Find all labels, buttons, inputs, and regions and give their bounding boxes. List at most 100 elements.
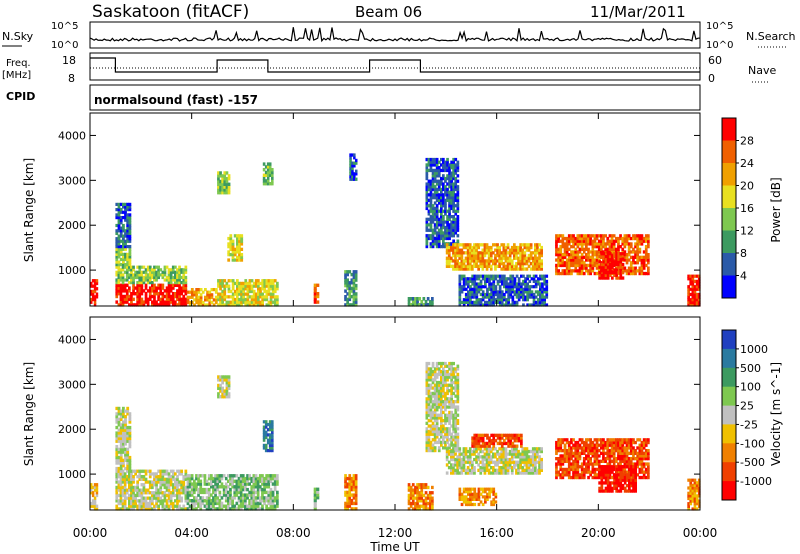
echo-cell (239, 474, 243, 478)
echo-cell (130, 493, 133, 498)
echo-cell (140, 504, 144, 508)
echo-cell (146, 507, 150, 511)
echo-cell (625, 234, 629, 238)
echo-cell (117, 213, 121, 217)
echo-cell (348, 490, 352, 495)
echo-cell (153, 278, 156, 282)
echo-cell (477, 441, 481, 446)
echo-cell (611, 260, 614, 264)
echo-cell (117, 265, 121, 269)
echo-cell (445, 264, 449, 268)
echo-cell (471, 282, 474, 286)
echo-cell (619, 245, 622, 249)
echo-cell (574, 258, 578, 262)
echo-cell (481, 468, 485, 472)
echo-cell (502, 243, 506, 247)
echo-cell (148, 469, 152, 473)
echo-cell (481, 463, 485, 467)
echo-cell (128, 412, 132, 416)
echo-cell (446, 220, 449, 224)
echo-cell (269, 281, 273, 286)
echo-cell (458, 262, 462, 266)
echo-cell (444, 413, 447, 417)
echo-cell (519, 248, 522, 252)
echo-cell (265, 284, 269, 288)
echo-cell (188, 474, 192, 478)
echo-cell (492, 287, 496, 291)
echo-cell (273, 479, 277, 483)
echo-cell (261, 496, 264, 500)
echo-cell (165, 294, 169, 299)
echo-cell (435, 171, 439, 175)
echo-cell (248, 499, 251, 503)
echo-cell (502, 245, 506, 250)
echo-cell (454, 400, 458, 404)
echo-cell (263, 479, 266, 483)
echo-cell (484, 279, 487, 283)
echo-cell (517, 251, 520, 255)
echo-cell (619, 254, 623, 259)
echo-cell (128, 504, 131, 508)
echo-cell (271, 425, 274, 429)
echo-cell (264, 425, 268, 429)
echo-cell (409, 297, 413, 301)
echo-cell (536, 460, 539, 464)
echo-cell (536, 243, 539, 247)
echo-cell (352, 283, 356, 288)
echo-cell (252, 487, 256, 492)
echo-cell (155, 278, 158, 282)
echo-cell (354, 507, 358, 511)
echo-cell (354, 272, 358, 277)
echo-cell (574, 269, 578, 273)
echo-cell (627, 253, 631, 257)
echo-cell (570, 263, 573, 268)
echo-cell (555, 266, 558, 270)
echo-cell (416, 483, 419, 487)
echo-cell (591, 263, 595, 268)
echo-cell (525, 455, 529, 459)
echo-cell (494, 277, 498, 281)
echo-cell (229, 499, 232, 503)
echo-cell (454, 157, 458, 162)
echo-cell (534, 468, 537, 472)
echo-cell (167, 268, 171, 272)
echo-cell (508, 463, 512, 467)
echo-cell (265, 303, 269, 307)
echo-cell (450, 397, 453, 401)
echo-cell (176, 270, 179, 274)
echo-cell (623, 266, 627, 270)
echo-cell (182, 268, 186, 272)
echo-cell (448, 215, 451, 219)
echo-cell (526, 282, 529, 286)
echo-cell (479, 256, 483, 260)
echo-cell (161, 477, 165, 481)
echo-cell (448, 383, 451, 387)
echo-cell (161, 507, 165, 511)
echo-cell (473, 279, 477, 283)
echo-cell (119, 202, 123, 206)
echo-cell (442, 196, 445, 200)
echo-cell (591, 242, 595, 246)
echo-cell (91, 289, 95, 294)
echo-cell (266, 441, 270, 445)
echo-cell (136, 286, 139, 290)
echo-cell (119, 483, 123, 487)
echo-cell (416, 488, 419, 492)
echo-cell (460, 262, 464, 266)
echo-cell (508, 460, 512, 464)
echo-cell (507, 282, 510, 286)
echo-cell (346, 496, 349, 500)
echo-cell (350, 272, 354, 277)
echo-cell (447, 264, 451, 268)
echo-cell (174, 499, 177, 503)
echo-cell (456, 405, 460, 409)
echo-cell (122, 239, 125, 243)
echo-cell (429, 419, 433, 423)
echo-cell (445, 262, 449, 266)
echo-cell (429, 244, 433, 249)
echo-cell (237, 499, 241, 503)
echo-cell (503, 277, 506, 281)
echo-cell (186, 485, 190, 489)
echo-cell (313, 496, 317, 500)
echo-cell (351, 177, 354, 181)
